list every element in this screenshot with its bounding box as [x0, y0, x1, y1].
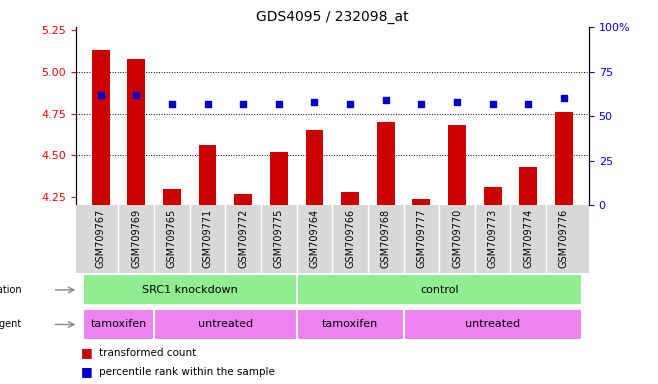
- Point: [131, 92, 141, 98]
- Text: transformed count: transformed count: [99, 348, 196, 358]
- Bar: [91, 50, 109, 205]
- Point: [202, 101, 213, 107]
- Bar: [83, 309, 154, 340]
- Text: genotype/variation: genotype/variation: [0, 285, 22, 295]
- Text: untreated: untreated: [465, 319, 520, 329]
- Point: [416, 101, 426, 107]
- Text: GSM709773: GSM709773: [488, 209, 497, 268]
- Text: GSM709776: GSM709776: [559, 209, 569, 268]
- Text: GSM709765: GSM709765: [167, 209, 177, 268]
- Point: [523, 101, 534, 107]
- Text: agent: agent: [0, 319, 22, 329]
- Point: [452, 99, 463, 105]
- Bar: [297, 274, 582, 306]
- Point: [345, 101, 355, 107]
- Point: [238, 101, 249, 107]
- Text: GSM709774: GSM709774: [523, 209, 534, 268]
- Point: [559, 95, 569, 101]
- Point: [309, 99, 320, 105]
- Text: control: control: [420, 285, 459, 295]
- Text: GSM709767: GSM709767: [95, 209, 106, 268]
- Bar: [83, 274, 297, 306]
- Bar: [413, 199, 430, 205]
- Bar: [297, 309, 403, 340]
- Bar: [342, 192, 359, 205]
- Text: GSM709777: GSM709777: [417, 209, 426, 268]
- Text: percentile rank within the sample: percentile rank within the sample: [99, 367, 274, 377]
- Bar: [555, 112, 573, 205]
- Text: tamoxifen: tamoxifen: [322, 319, 378, 329]
- Text: ■: ■: [81, 365, 93, 378]
- Bar: [199, 146, 216, 205]
- Bar: [519, 167, 537, 205]
- Point: [488, 101, 498, 107]
- Bar: [154, 309, 297, 340]
- Text: GSM709770: GSM709770: [452, 209, 462, 268]
- Bar: [377, 122, 395, 205]
- Text: GSM709771: GSM709771: [203, 209, 213, 268]
- Text: GSM709764: GSM709764: [309, 209, 320, 268]
- Bar: [305, 130, 323, 205]
- Text: GSM709769: GSM709769: [131, 209, 141, 268]
- Text: GSM709766: GSM709766: [345, 209, 355, 268]
- Bar: [163, 189, 181, 205]
- Text: GSM709775: GSM709775: [274, 209, 284, 268]
- Bar: [448, 125, 466, 205]
- Text: GSM709768: GSM709768: [381, 209, 391, 268]
- Point: [380, 97, 391, 103]
- Bar: [270, 152, 288, 205]
- Title: GDS4095 / 232098_at: GDS4095 / 232098_at: [256, 10, 409, 25]
- Bar: [128, 59, 145, 205]
- Text: SRC1 knockdown: SRC1 knockdown: [142, 285, 238, 295]
- Bar: [234, 194, 252, 205]
- Text: ■: ■: [81, 346, 93, 359]
- Point: [166, 101, 177, 107]
- Point: [274, 101, 284, 107]
- Text: GSM709772: GSM709772: [238, 209, 248, 268]
- Text: tamoxifen: tamoxifen: [90, 319, 147, 329]
- Text: untreated: untreated: [198, 319, 253, 329]
- Bar: [403, 309, 582, 340]
- Point: [95, 92, 106, 98]
- Bar: [484, 187, 501, 205]
